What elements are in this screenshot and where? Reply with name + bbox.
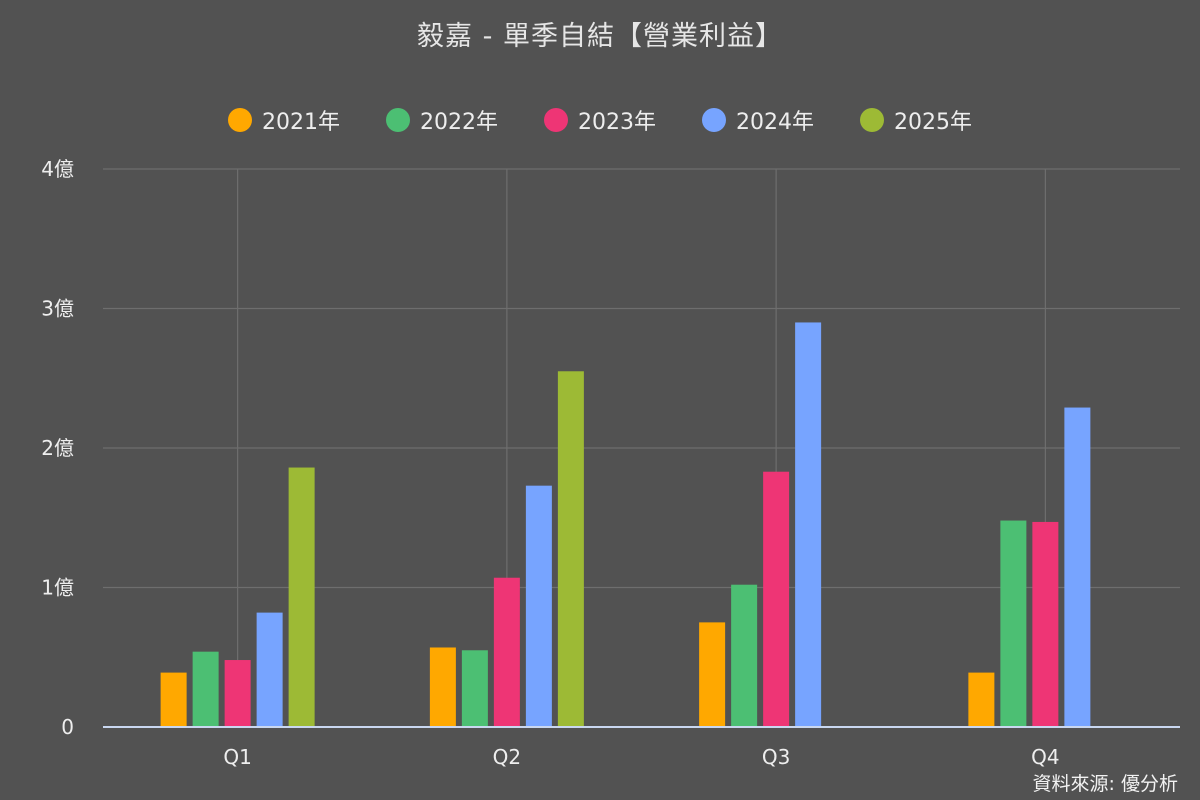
- x-tick-label: Q4: [1031, 745, 1059, 769]
- bar: [1064, 407, 1091, 727]
- x-tick-label: Q2: [493, 745, 521, 769]
- bar: [1000, 520, 1027, 727]
- legend-label: 2022年: [420, 110, 498, 135]
- y-tick-label: 0: [61, 715, 74, 739]
- bar: [192, 651, 219, 727]
- legend-item[interactable]: 2025年: [860, 104, 972, 136]
- source-note: 資料來源: 優分析: [1032, 773, 1178, 795]
- bar: [763, 471, 790, 727]
- bar: [699, 622, 726, 727]
- legend-swatch: [860, 108, 884, 132]
- y-tick-label: 1億: [41, 576, 74, 600]
- legend-swatch: [386, 108, 410, 132]
- x-tick-label: Q1: [223, 745, 251, 769]
- legend-item[interactable]: 2024年: [702, 104, 814, 136]
- bar: [224, 660, 251, 727]
- legend-label: 2024年: [736, 110, 814, 135]
- bar: [1032, 521, 1059, 727]
- bar: [288, 467, 315, 727]
- legend-item[interactable]: 2021年: [228, 104, 340, 136]
- legend-swatch: [228, 108, 252, 132]
- bar: [461, 650, 488, 727]
- bar: [731, 584, 758, 727]
- bar: [795, 322, 822, 727]
- bar: [493, 577, 520, 727]
- bar: [160, 672, 187, 727]
- y-tick-label: 3億: [41, 297, 74, 321]
- bar: [256, 612, 283, 727]
- bar: [525, 485, 552, 727]
- legend: 2021年 2022年 2023年 2024年 2025年: [0, 104, 1200, 136]
- x-tick-label: Q3: [762, 745, 790, 769]
- bar: [429, 647, 456, 727]
- legend-label: 2023年: [578, 110, 656, 135]
- legend-label: 2025年: [894, 110, 972, 135]
- y-tick-label: 2億: [41, 436, 74, 460]
- legend-item[interactable]: 2023年: [544, 104, 656, 136]
- bar: [557, 371, 584, 727]
- chart-title: 毅嘉 - 單季自結【營業利益】: [417, 21, 783, 52]
- bar: [968, 672, 995, 727]
- y-tick-label: 4億: [41, 157, 74, 181]
- legend-label: 2021年: [262, 110, 340, 135]
- legend-swatch: [702, 108, 726, 132]
- legend-item[interactable]: 2022年: [386, 104, 498, 136]
- legend-swatch: [544, 108, 568, 132]
